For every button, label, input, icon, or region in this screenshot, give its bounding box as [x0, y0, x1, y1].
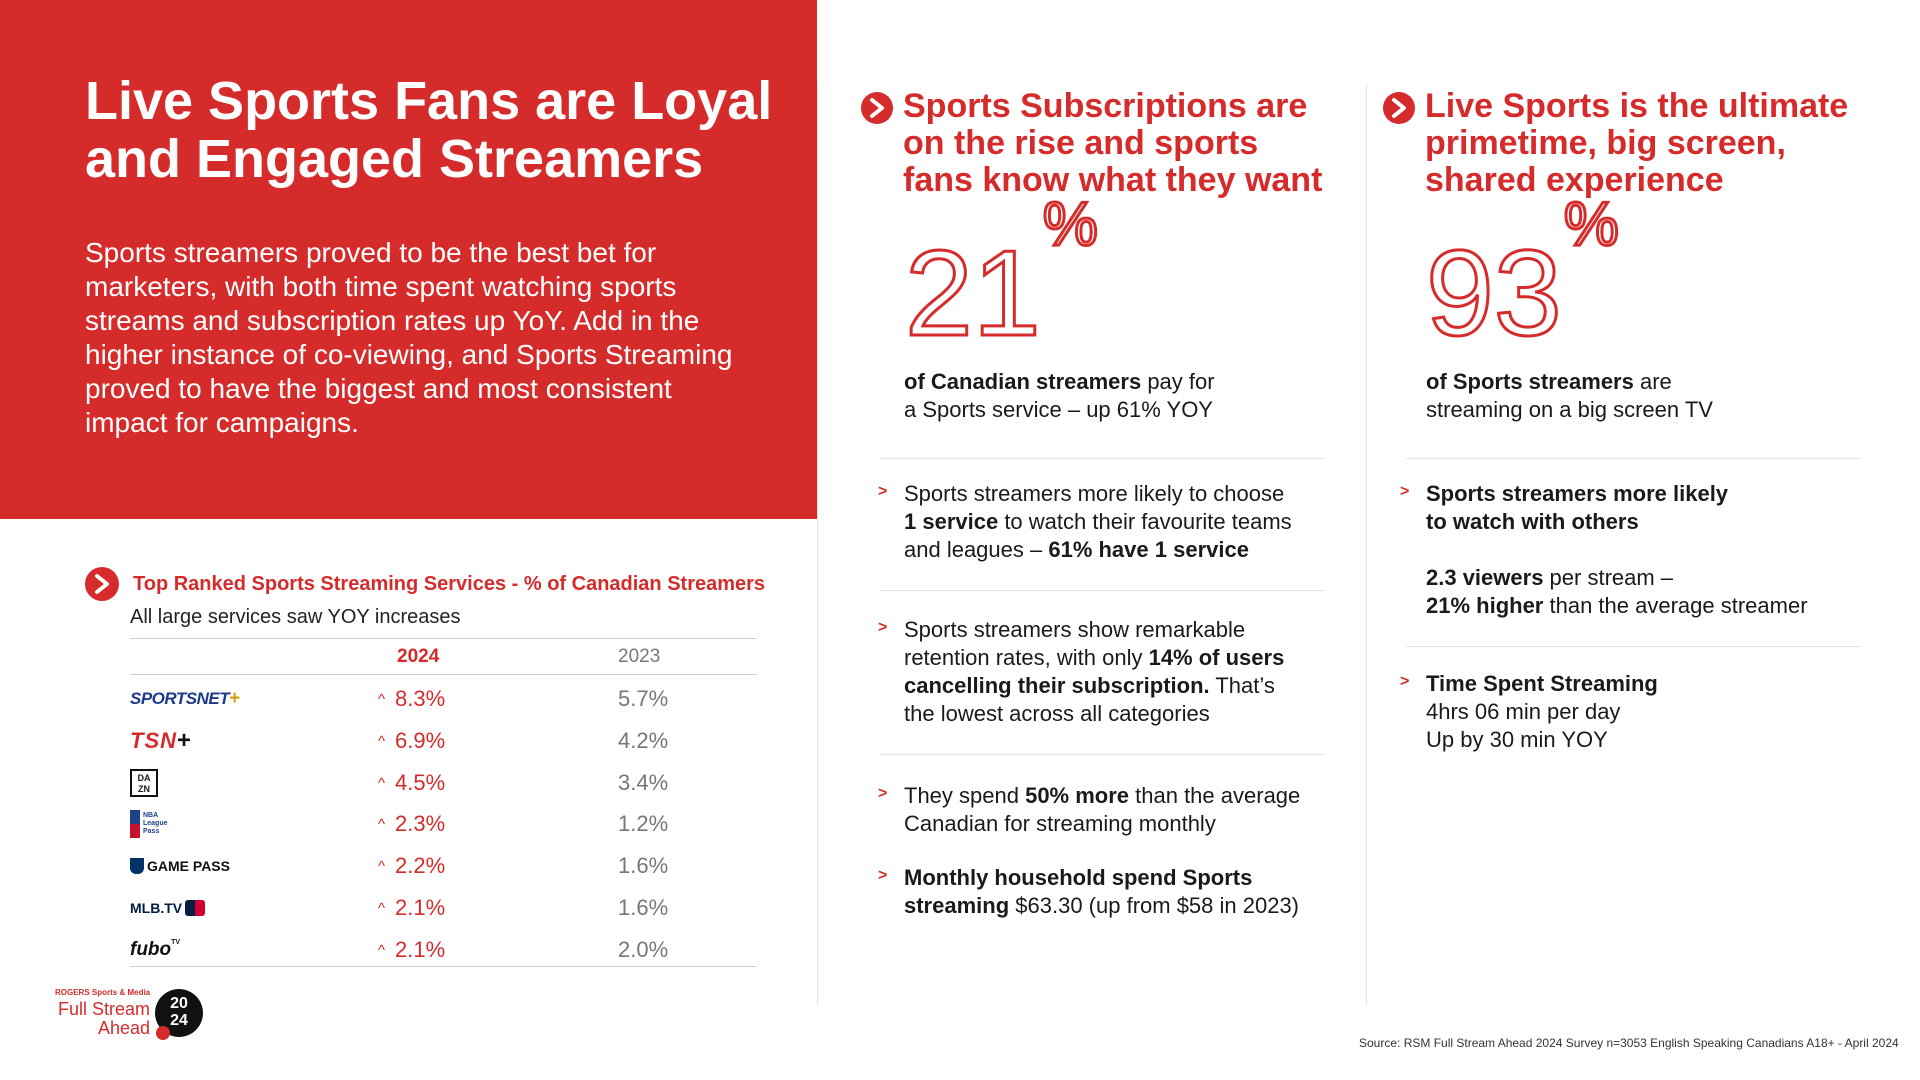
value-2024: ^ 4.5% [378, 769, 446, 795]
table-header: Top Ranked Sports Streaming Services - %… [85, 567, 765, 601]
value-2024: ^ 8.3% [378, 686, 446, 711]
divider [817, 85, 818, 1005]
divider [880, 458, 1325, 459]
brand-line-1: Full Stream [57, 999, 150, 1019]
divider [1406, 646, 1861, 647]
bullet-one-service: > Sports streamers more likely to choose… [878, 481, 1292, 562]
dazn-logo: DA ZN [130, 768, 158, 797]
arrow-icon [156, 1026, 170, 1040]
tsn-plus-logo: TSN + [130, 726, 192, 754]
chevron-right-icon [861, 92, 893, 124]
mlb-tv-logo: MLB.TV [130, 897, 206, 919]
page-title: Live Sports Fans are Loyal and Engaged S… [85, 72, 785, 188]
value-2024: ^ 6.9% [378, 727, 446, 753]
sportsnet-plus-logo: SPORTSNET + [130, 688, 241, 709]
stat-21-percent: 21% [904, 190, 1100, 361]
nba-league-pass-logo: NBA League Pass [130, 810, 168, 839]
divider [130, 966, 757, 967]
nfl-gamepass-logo: GAME PASS [130, 855, 230, 877]
table-row: DA ZN ^ 4.5% 3.4% [130, 762, 757, 804]
stat-21-caption: of Canadian streamers pay for a Sports s… [904, 369, 1215, 422]
value-2023: 1.6% [618, 894, 669, 920]
table-title: Top Ranked Sports Streaming Services - %… [133, 572, 766, 595]
divider [130, 674, 757, 675]
bullet-spend-more: > They spend 50% more than the average C… [878, 783, 1301, 836]
column-header-2024: 2024 [397, 646, 440, 667]
divider [880, 754, 1325, 755]
value-2023: 5.7% [618, 686, 669, 711]
subscriptions-heading: Sports Subscriptions are on the rise and… [861, 88, 1322, 199]
value-2023: 1.6% [618, 853, 669, 879]
bullet-time-spent: > Time Spent Streaming 4hrs 06 min per d… [1400, 671, 1658, 752]
table-subtitle: All large services saw YOY increases [130, 606, 461, 628]
table-row: TSN + ^ 6.9% 4.2% [130, 720, 757, 762]
bullet-co-viewing: > Sports streamers more likely to watch … [1400, 481, 1729, 534]
value-2024: ^ 2.1% [378, 936, 446, 962]
value-2024: ^ 2.3% [378, 811, 446, 837]
value-2023: 1.2% [618, 811, 669, 837]
divider [880, 590, 1325, 591]
value-2023: 4.2% [618, 727, 669, 753]
bullet-household-spend: > Monthly household spend Sports streami… [878, 865, 1300, 918]
hero-panel: Live Sports Fans are Loyal and Engaged S… [0, 0, 817, 519]
value-2024: ^ 2.2% [378, 853, 446, 879]
brand-logo: ROGERS Sports & Media Full Stream Ahead … [55, 988, 205, 1040]
bullet-retention: > Sports streamers show remarkable reten… [878, 617, 1285, 726]
value-2024: ^ 2.1% [378, 894, 446, 920]
chevron-right-icon [85, 567, 119, 601]
services-table: SPORTSNET + ^ 8.3% 5.7% TSN + ^ 6.9% 4.2% DA… [130, 678, 757, 971]
live-sports-heading: Live Sports is the ultimate primetime, b… [1383, 88, 1848, 199]
chevron-right-icon [1383, 92, 1415, 124]
table-row: SPORTSNET + ^ 8.3% 5.7% [130, 678, 757, 720]
brand-line-2: Ahead [97, 1018, 150, 1038]
viewers-per-stream: 2.3 viewers per stream – 21% higher than… [1426, 565, 1808, 618]
stat-93-percent: 93% [1425, 190, 1621, 361]
fubo-tv-logo: fubo TV [130, 938, 181, 960]
title-line-1: Live Sports Fans are Loyal [85, 71, 773, 131]
brand-rogers: ROGERS Sports & Media [55, 988, 151, 997]
divider [1366, 85, 1367, 1005]
stat-93-caption: of Sports streamers are streaming on a b… [1426, 369, 1713, 422]
table-row: fubo TV ^ 2.1% 2.0% [130, 929, 757, 971]
table-row: MLB.TV ^ 2.1% 1.6% [130, 887, 757, 929]
title-line-2: and Engaged Streamers [85, 129, 704, 189]
divider [130, 638, 757, 639]
table-row: NBA League Pass ^ 2.3% 1.2% [130, 803, 757, 845]
value-2023: 2.0% [618, 936, 669, 962]
table-row: GAME PASS ^ 2.2% 1.6% [130, 845, 757, 887]
column-header-2023: 2023 [618, 646, 661, 667]
value-2023: 3.4% [618, 769, 669, 795]
divider [1406, 458, 1861, 459]
intro-paragraph: Sports streamers proved to be the best b… [85, 237, 733, 438]
source-footnote: Source: RSM Full Stream Ahead 2024 Surve… [1359, 1036, 1899, 1050]
